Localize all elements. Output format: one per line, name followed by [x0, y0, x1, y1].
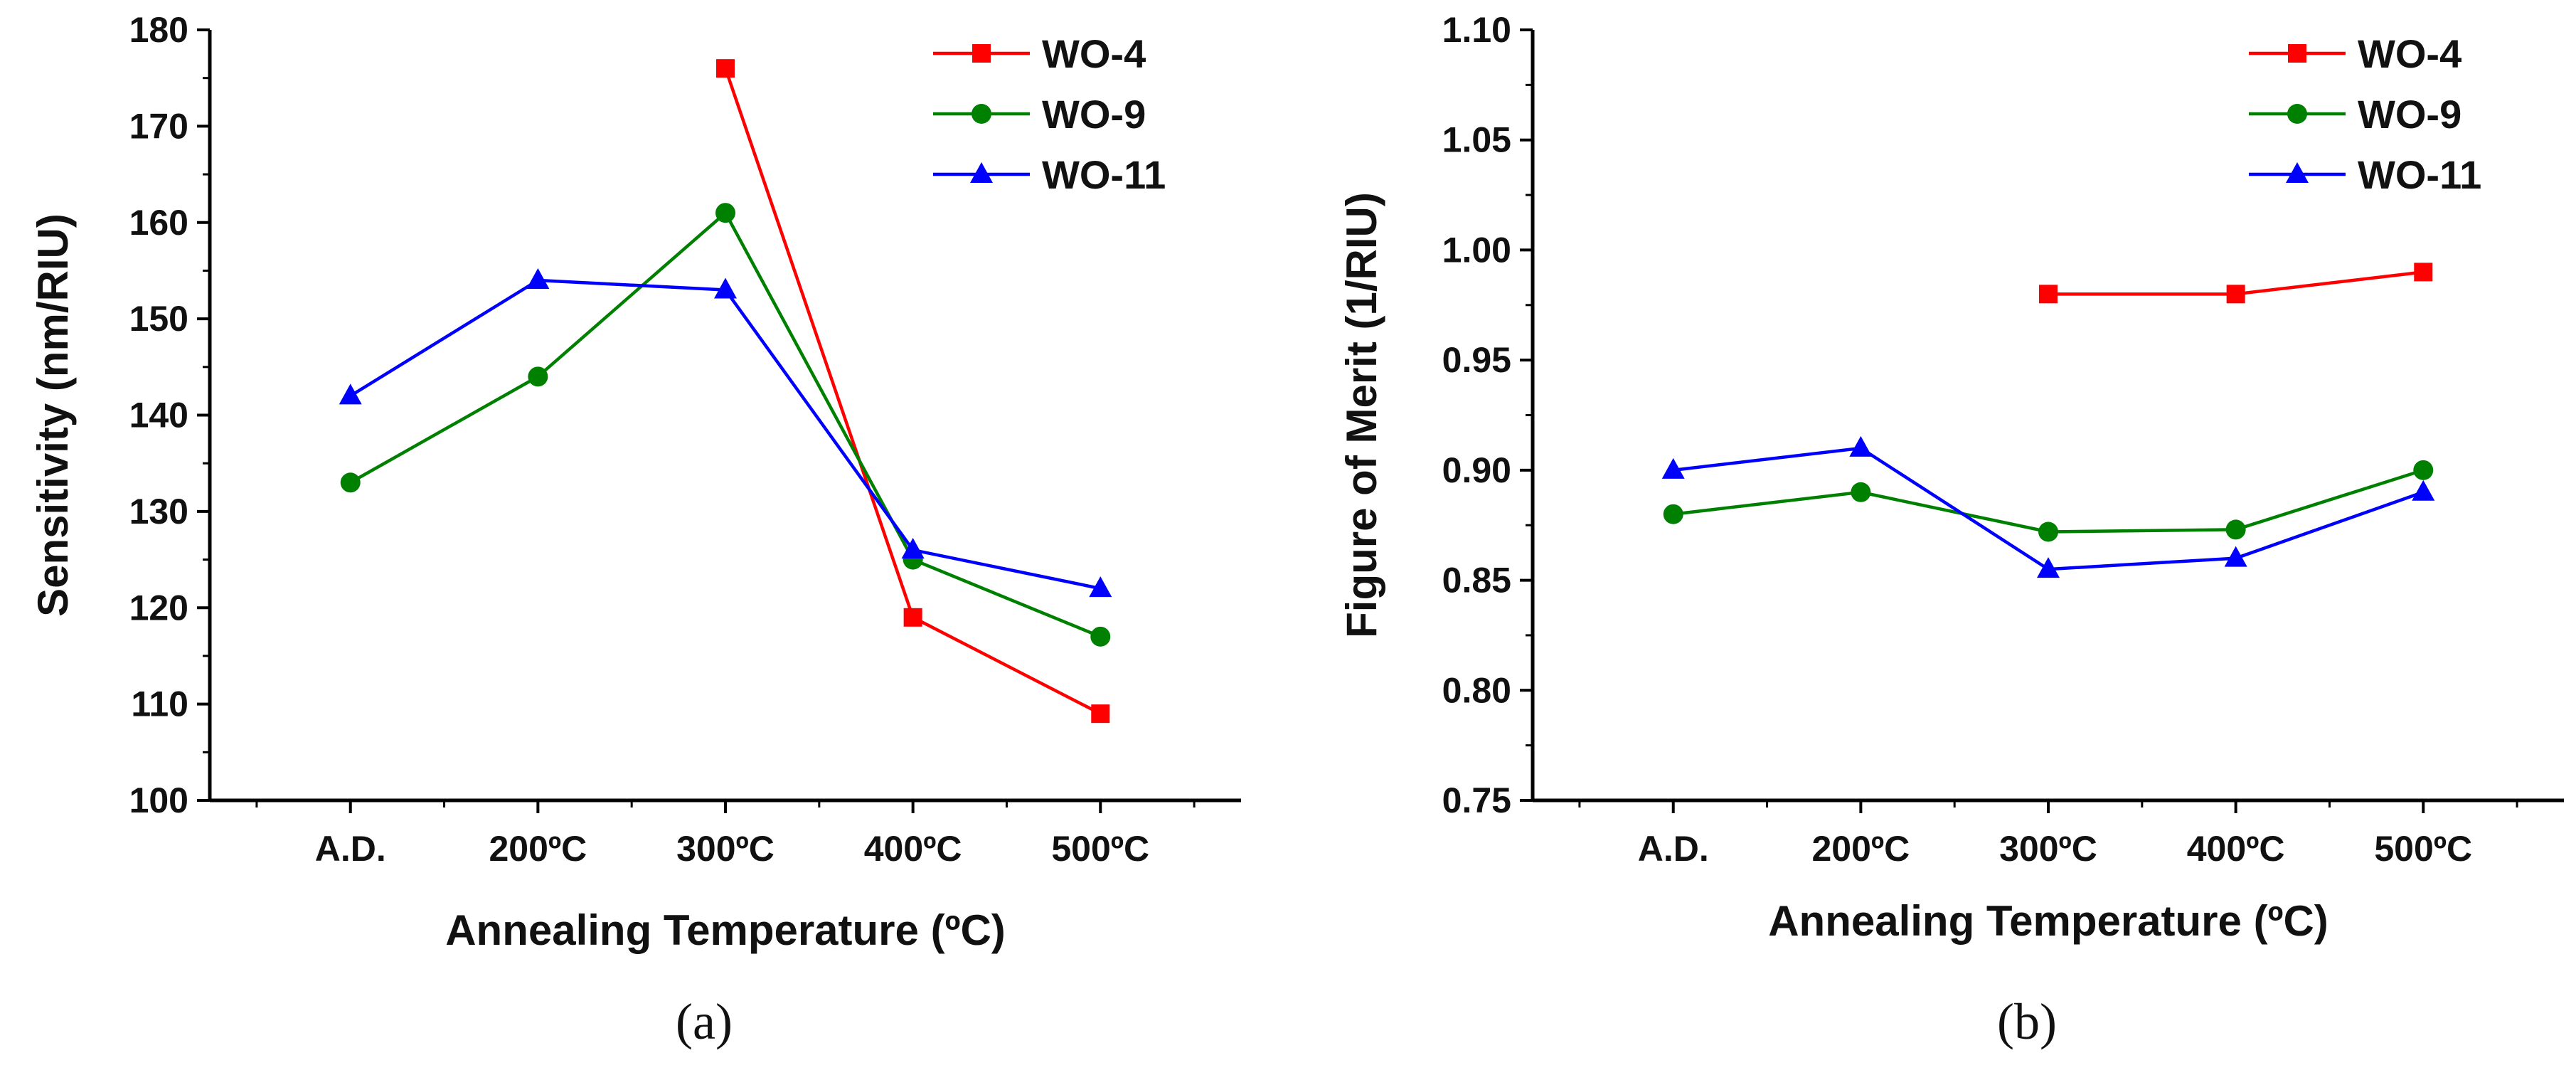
- legend-label: WO-9: [2358, 92, 2461, 137]
- data-point: [2038, 521, 2058, 542]
- data-point: [2412, 480, 2435, 501]
- y-axis-title: Sensitivity (nm/RIU): [29, 213, 77, 617]
- data-point: [1089, 576, 1112, 598]
- x-tick-label: 500ºC: [2374, 829, 2472, 869]
- data-point: [2414, 263, 2433, 282]
- y-tick-label: 100: [129, 780, 188, 820]
- y-tick-label: 0.80: [1442, 670, 1511, 710]
- panel-caption: (b): [1997, 993, 2057, 1050]
- chart-panel-b: 0.75 0.80 0.85 0.90 0.95 1.00 1.05 1.10 A.D. 200º…: [1338, 10, 2564, 1050]
- x-tick-label: A.D.: [1638, 829, 1709, 869]
- y-tick-label: 160: [129, 203, 188, 243]
- y-tick-label: 0.75: [1442, 780, 1511, 820]
- x-tick-label: 300ºC: [676, 829, 775, 869]
- chart-panel-a: 100 110 120 130 140 150 160 170 180 A.D. 200ºC 300º…: [29, 10, 1241, 1050]
- legend: WO-4 WO-9 WO-11: [933, 31, 1166, 197]
- legend-label: WO-4: [2358, 31, 2461, 76]
- y-tick-label: 180: [129, 10, 188, 50]
- data-point: [1851, 482, 1871, 502]
- series-wo-9: [1663, 460, 2434, 542]
- y-tick-label: 130: [129, 492, 188, 531]
- data-point: [2037, 557, 2060, 578]
- data-point: [901, 538, 925, 559]
- caption-letter: b: [2014, 993, 2040, 1050]
- caption-open: (: [676, 993, 693, 1050]
- legend-label: WO-11: [1042, 152, 1166, 197]
- y-tick-label: 1.10: [1442, 10, 1511, 50]
- data-point: [2039, 285, 2058, 304]
- data-point: [2225, 519, 2246, 540]
- caption-open: (: [1997, 993, 2014, 1050]
- series-wo-11: [1661, 435, 2435, 578]
- x-axis-title: Annealing Temperature (ºC): [1768, 897, 2328, 945]
- y-tick-label: 0.95: [1442, 340, 1511, 380]
- x-tick-label: 400ºC: [2187, 829, 2285, 869]
- data-point: [2226, 285, 2245, 304]
- data-point: [339, 383, 362, 405]
- y-tick-label: 170: [129, 106, 188, 146]
- legend-marker: [972, 104, 991, 124]
- series-wo-4: [716, 59, 1110, 724]
- caption-letter: a: [693, 993, 715, 1050]
- data-point: [903, 608, 922, 627]
- x-tick-label: 300ºC: [1999, 829, 2097, 869]
- y-axis-title: Figure of Merit (1/RIU): [1338, 192, 1385, 638]
- data-point: [526, 268, 550, 289]
- y-tick-label: 120: [129, 588, 188, 627]
- legend-label: WO-9: [1042, 92, 1146, 137]
- legend-label: WO-4: [1042, 31, 1146, 76]
- y-tick-label: 1.00: [1442, 230, 1511, 270]
- caption-close: ): [715, 993, 733, 1050]
- data-point: [1091, 704, 1110, 724]
- data-point: [1090, 626, 1111, 647]
- data-point: [714, 277, 737, 299]
- y-tick-label: 0.85: [1442, 561, 1511, 600]
- x-tick-label: 200ºC: [489, 829, 587, 869]
- y-tick-label: 1.05: [1442, 120, 1511, 160]
- x-tick-label: 500ºC: [1051, 829, 1149, 869]
- data-point: [528, 366, 548, 387]
- caption-close: ): [2040, 993, 2057, 1050]
- series-line-wo-9: [349, 210, 1102, 638]
- data-point: [2413, 460, 2434, 480]
- series-wo-11: [339, 268, 1112, 598]
- data-point: [1663, 504, 1683, 524]
- y-tick-label: 150: [129, 299, 188, 339]
- series-wo-9: [340, 203, 1111, 647]
- data-point: [716, 59, 735, 78]
- data-point: [1849, 435, 1873, 457]
- legend-marker: [2287, 104, 2307, 124]
- series-line-wo-11: [1673, 446, 2425, 571]
- legend: WO-4 WO-9 WO-11: [2249, 31, 2481, 197]
- y-tick-label: 0.90: [1442, 450, 1511, 490]
- data-point: [340, 472, 361, 493]
- data-point: [715, 203, 735, 223]
- series-wo-4: [2039, 263, 2433, 304]
- data-point: [2224, 546, 2247, 567]
- x-tick-label: 400ºC: [864, 829, 962, 869]
- legend-marker: [970, 162, 993, 183]
- x-axis-title: Annealing Temperature (ºC): [445, 906, 1006, 954]
- y-tick-label: 110: [131, 684, 188, 724]
- legend-marker: [2288, 44, 2306, 63]
- x-tick-label: A.D.: [315, 829, 386, 869]
- legend-label: WO-11: [2358, 152, 2481, 197]
- y-tick-label: 140: [129, 396, 188, 435]
- series-line-wo-11: [349, 278, 1101, 591]
- legend-marker: [2286, 162, 2309, 183]
- x-tick-label: 200ºC: [1811, 829, 1910, 869]
- legend-marker: [972, 44, 991, 63]
- panel-caption: (a): [676, 993, 733, 1050]
- data-point: [1661, 457, 1685, 479]
